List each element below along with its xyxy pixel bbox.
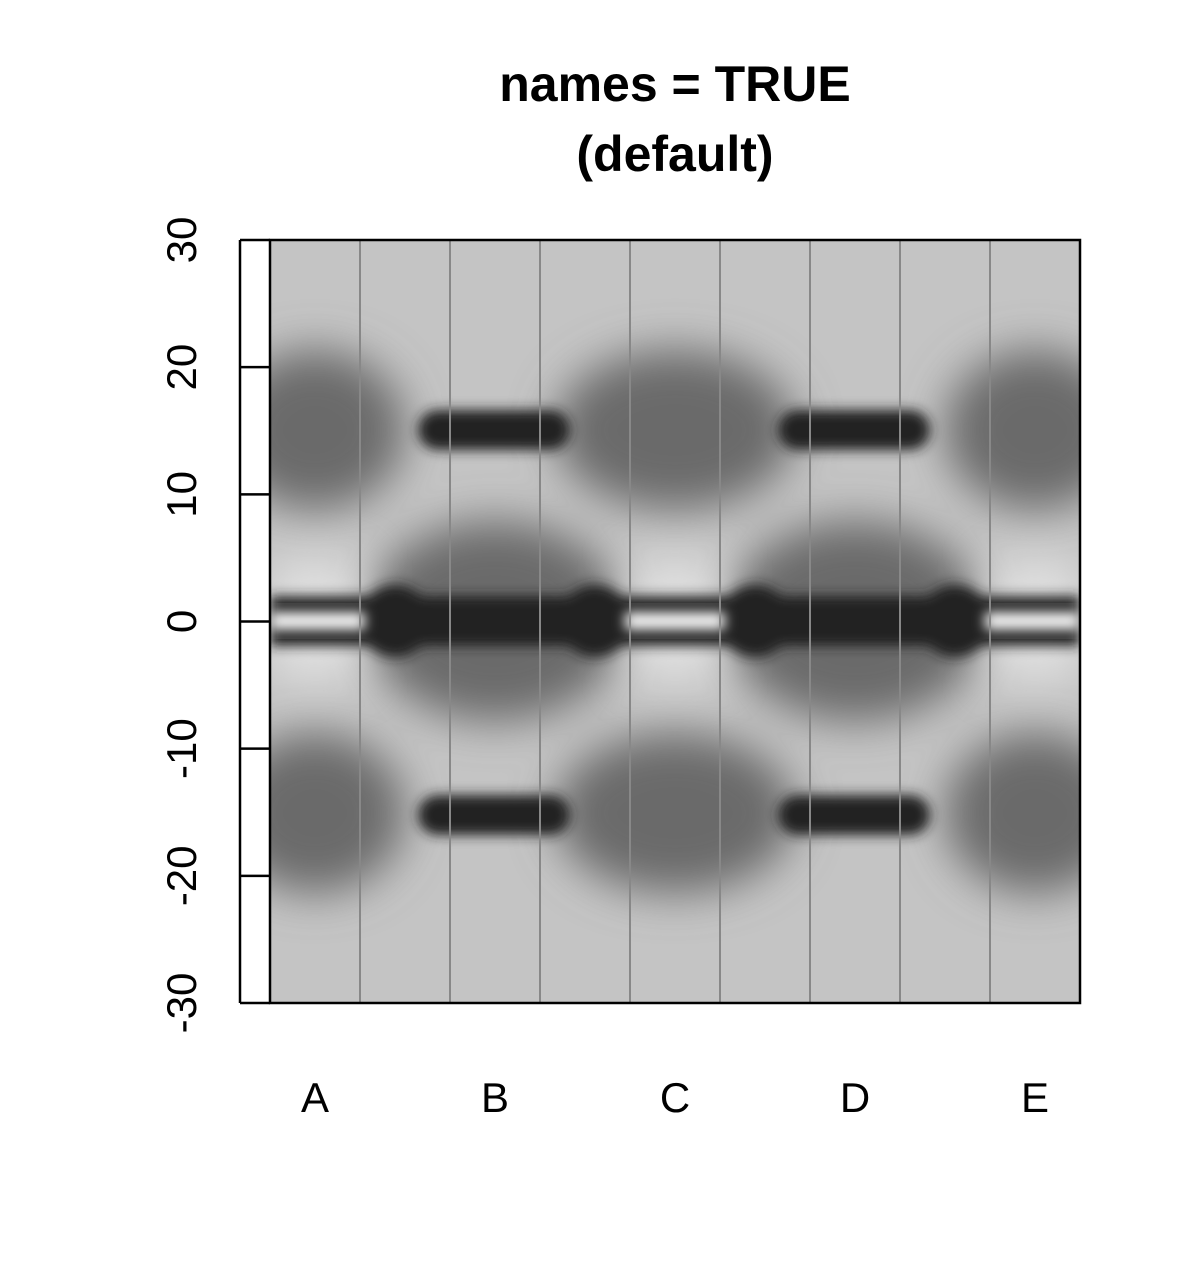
- y-tick-label: -20: [158, 845, 205, 906]
- y-tick-label: 0: [158, 610, 205, 633]
- x-tick-label: D: [840, 1074, 870, 1121]
- y-tick-label: -30: [158, 973, 205, 1034]
- y-tick-label: 10: [158, 471, 205, 518]
- y-tick-label: 20: [158, 344, 205, 391]
- x-tick-label: A: [301, 1074, 329, 1121]
- chart-title: names = TRUE: [499, 56, 851, 112]
- x-tick-label: C: [660, 1074, 690, 1121]
- x-tick-label: B: [481, 1074, 509, 1121]
- y-tick-label: -10: [158, 718, 205, 779]
- x-tick-label: E: [1021, 1074, 1049, 1121]
- y-tick-label: 30: [158, 217, 205, 264]
- density-image: [270, 240, 1080, 1003]
- chart-subtitle: (default): [576, 126, 773, 182]
